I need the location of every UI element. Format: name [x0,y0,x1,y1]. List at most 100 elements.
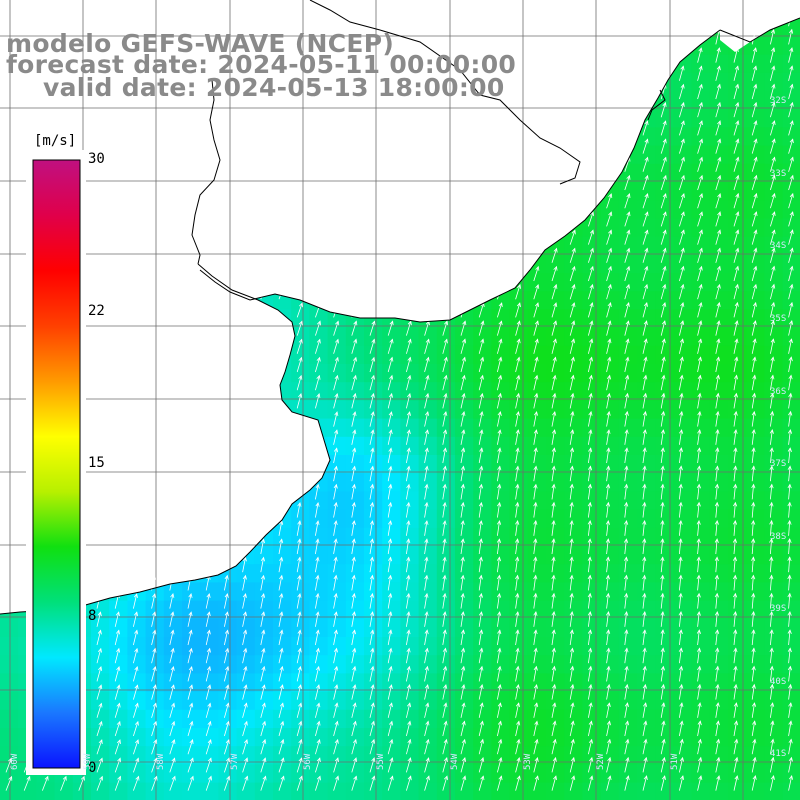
wind-arrow [751,702,757,718]
wind-cell [564,400,583,420]
wind-arrow [769,592,774,609]
wind-arrow [642,683,647,700]
wind-arrow [242,556,247,573]
wind-cell [382,709,401,729]
wind-arrow [788,356,793,373]
wind-cell [418,655,438,674]
wind-cell [273,546,292,565]
wind-arrow [387,775,394,791]
wind-cell [600,345,620,365]
wind-arrow [751,101,758,118]
wind-arrow [478,647,484,664]
wind-cell [782,364,800,383]
wind-arrow [588,374,593,391]
wind-arrow [242,775,249,791]
wind-arrow [660,174,667,191]
wind-cell [473,728,492,747]
wind-arrow [788,174,794,191]
wind-arrow [660,410,666,427]
wind-arrow [733,192,740,209]
wind-arrow [605,519,610,536]
wind-cell [655,200,674,219]
wind-cell [254,600,274,620]
wind-arrow [660,592,665,609]
wind-arrow [696,556,701,573]
wind-cell [782,709,800,729]
wind-arrow [660,193,667,209]
wind-cell [600,418,620,438]
wind-arrow [224,757,230,773]
wind-cell [764,145,784,165]
wind-cell [327,527,347,547]
wind-cell [691,600,711,620]
wind-arrow [606,229,613,245]
wind-arrow [333,338,339,354]
wind-cell [618,182,638,201]
wind-cell [218,709,238,729]
wind-cell [655,218,674,238]
wind-arrow [715,775,721,791]
wind-cell [473,455,492,474]
lon-label-60w: 60W [10,753,20,770]
wind-arrow [697,374,702,391]
wind-arrow [660,720,666,737]
wind-arrow [187,666,193,682]
wind-arrow [442,410,448,427]
wind-cell [728,746,747,765]
wind-arrow [497,702,502,718]
wind-arrow [588,356,593,373]
wind-cell [746,728,765,747]
wind-arrow [551,756,557,773]
wind-cell [491,418,511,438]
wind-arrow [679,174,685,191]
colorbar-unit: [m/s] [34,133,77,149]
wind-arrow [605,610,611,627]
wind-cell [582,291,602,310]
wind-cell [473,491,492,511]
wind-arrow [660,101,667,118]
lat-label-40s: 40S [770,677,787,687]
wind-cell [273,691,292,711]
wind-cell [527,546,547,565]
wind-cell [546,728,565,747]
wind-cell [473,546,492,565]
wind-arrow [606,647,611,664]
wind-arrow [351,702,357,718]
wind-arrow [569,756,575,773]
wind-cell [691,691,711,711]
wind-arrow [732,592,738,609]
wind-cell [436,546,456,565]
wind-cell [291,782,310,800]
wind-arrow [205,702,212,718]
wind-arrow [733,392,738,409]
wind-cell [746,309,765,329]
wind-arrow [733,320,739,336]
wind-arrow [770,374,775,391]
wind-arrow [733,447,738,464]
wind-arrow [569,247,576,263]
wind-arrow [733,247,740,263]
wind-arrow [533,592,538,609]
coast-line [0,263,331,615]
wind-arrow [606,302,612,318]
wind-cell [618,273,638,292]
wind-arrow [169,629,175,646]
wind-arrow [787,574,792,591]
wind-cell [327,436,347,456]
wind-arrow [624,665,629,682]
wind-cell [582,782,602,800]
wind-arrow [714,501,719,518]
wind-arrow [478,538,483,555]
wind-cell [673,673,693,693]
wind-arrow [697,229,703,245]
wind-arrow [660,120,667,136]
wind-cell [455,491,474,511]
wind-arrow [697,193,703,209]
wind-arrow [624,302,630,318]
wind-arrow [460,629,465,646]
wind-arrow [406,629,411,646]
wind-arrow [533,720,539,737]
wind-cell [327,618,347,638]
wind-cell [709,200,729,219]
wind-cell [291,618,310,638]
